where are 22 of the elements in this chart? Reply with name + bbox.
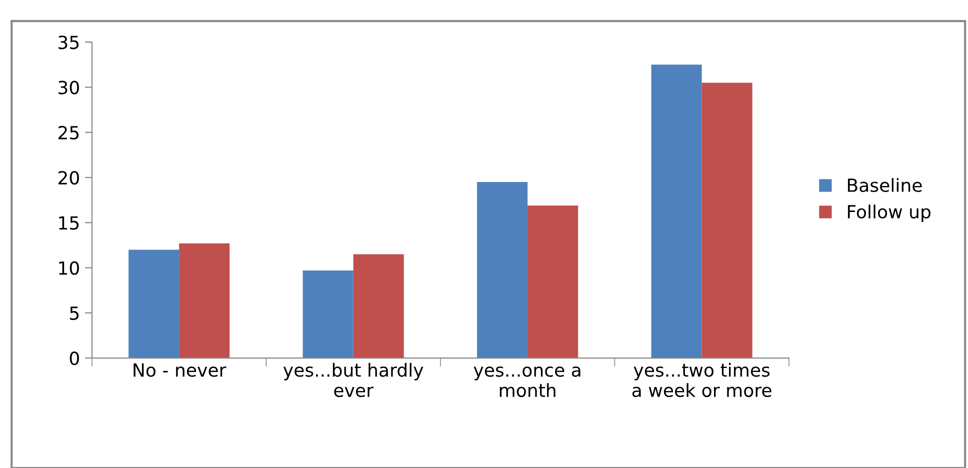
- y-tick-label: 30: [58, 80, 79, 94]
- y-tick-label: 20: [58, 170, 79, 185]
- bar: [477, 182, 528, 358]
- bar: [353, 254, 404, 358]
- bar: [702, 82, 752, 358]
- bar: [302, 270, 354, 358]
- bar: [128, 250, 180, 358]
- y-tick-label: 25: [58, 126, 79, 140]
- y-tick-label: 0: [70, 351, 79, 366]
- legend-label: Baseline: [848, 178, 922, 192]
- y-tick-label: 35: [58, 36, 79, 50]
- x-tick-label: No - never: [134, 363, 226, 377]
- x-tick-label: yes...once a month: [474, 366, 580, 398]
- bar: [179, 243, 230, 358]
- y-tick-label: 5: [70, 306, 79, 320]
- bar: [651, 64, 702, 358]
- y-tick-label: 15: [59, 216, 79, 230]
- x-tick-label: yes...two times a week or more: [632, 362, 772, 398]
- legend-label: Follow up: [848, 204, 930, 222]
- x-tick-label: yes...but hardly ever: [283, 362, 424, 398]
- bar: [528, 205, 578, 358]
- y-tick-label: 10: [59, 261, 79, 275]
